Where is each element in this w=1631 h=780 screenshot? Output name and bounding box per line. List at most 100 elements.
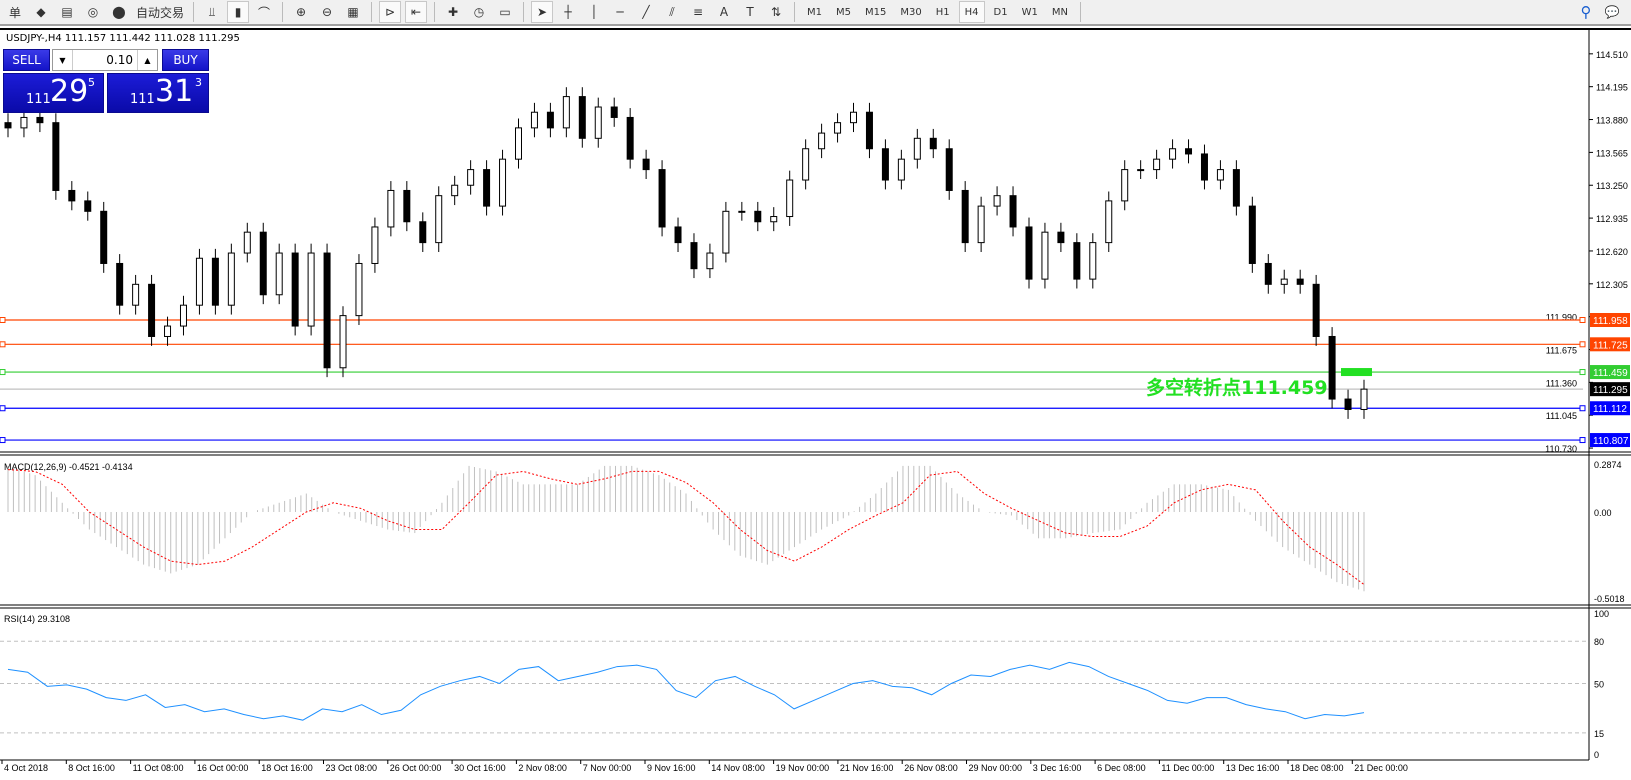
candle-body <box>84 200 92 212</box>
candle-body <box>36 116 44 124</box>
timeframe-h4[interactable]: H4 <box>958 1 985 23</box>
timeframe-d1[interactable]: D1 <box>993 6 1008 18</box>
auto-trading-icon[interactable]: ⬤ <box>112 5 126 19</box>
price-tick-label: 111.990 <box>1546 313 1577 323</box>
time-tick-label: 30 Oct 16:00 <box>454 763 506 773</box>
candle-body <box>722 210 730 254</box>
candle-body <box>961 189 969 244</box>
level-price-tag <box>1590 382 1630 397</box>
candle-body <box>451 184 459 197</box>
arrows-icon[interactable]: ⇅ <box>770 5 782 19</box>
lot-increase-button[interactable]: ▲ <box>137 50 157 70</box>
buy-button[interactable]: BUY <box>162 49 209 71</box>
candle-body <box>610 106 618 118</box>
chat-icon[interactable]: 💬 <box>1604 5 1620 19</box>
lot-size-value[interactable]: 0.10 <box>106 53 133 67</box>
signal-icon[interactable]: ◎ <box>87 5 99 19</box>
sell-button[interactable]: SELL <box>3 49 50 71</box>
navigator-icon[interactable]: ▤ <box>61 5 73 19</box>
candle-body <box>1328 335 1336 400</box>
periods-icon[interactable]: ◷ <box>473 5 485 19</box>
price-tick-label: 112.305 <box>1596 280 1628 290</box>
crosshair-icon[interactable]: ┼ <box>564 5 572 19</box>
timeframe-m30[interactable]: M30 <box>900 6 922 18</box>
equidistant-channel-icon[interactable]: ⫽ <box>669 4 675 19</box>
time-tick-label: 14 Nov 08:00 <box>711 763 765 773</box>
level-price-tag <box>1590 433 1630 448</box>
price-tick-label: 110.730 <box>1545 444 1577 454</box>
text-icon[interactable]: A <box>719 5 729 19</box>
candle-body <box>1169 148 1177 160</box>
new-order-icon[interactable]: 单 <box>8 5 21 20</box>
indicators-icon[interactable]: ✚ <box>447 5 459 19</box>
candle-body <box>371 226 379 264</box>
price-tick-label: 113.880 <box>1596 116 1628 126</box>
candle-body <box>1360 388 1368 410</box>
chart-canvas[interactable]: 114.510 114.195 113.880 113.565 113.250 112.9… <box>0 30 1631 777</box>
chart-shift-icon[interactable]: ⇤ <box>405 1 428 23</box>
timeframe-w1[interactable]: W1 <box>1021 6 1038 18</box>
time-tick-label: 21 Nov 16:00 <box>840 763 894 773</box>
timeframe-mn[interactable]: MN <box>1051 6 1068 18</box>
timeframe-m15[interactable]: M15 <box>865 6 887 18</box>
tile-windows-icon[interactable]: ▦ <box>347 5 359 19</box>
line-chart-icon[interactable]: ⌒ <box>258 5 271 20</box>
timeframe-h1[interactable]: H1 <box>935 6 950 18</box>
timeframe-m1[interactable]: M1 <box>807 6 823 18</box>
fibonacci-icon[interactable]: ≡ <box>692 5 704 19</box>
level-handle <box>1579 369 1586 376</box>
search-icon[interactable]: ⚲ <box>1580 3 1592 21</box>
candle-body <box>1105 200 1113 244</box>
candle-body <box>690 242 698 270</box>
chart-window[interactable]: 114.510 114.195 113.880 113.565 113.250 112.9… <box>0 28 1631 775</box>
candle-body <box>1137 169 1145 172</box>
level-price-label: 111.112 <box>1593 404 1627 415</box>
bar-chart-icon[interactable]: ⫫ <box>208 4 216 19</box>
candle-body <box>243 231 251 254</box>
horizontal-line-icon[interactable]: ─ <box>616 5 624 19</box>
text-label-icon[interactable]: T <box>746 5 754 19</box>
pivot-marker <box>1341 368 1372 377</box>
candle-body <box>179 304 187 327</box>
lot-size-field[interactable]: ▼ 0.10 ▲ <box>52 49 158 71</box>
candle-body <box>227 252 235 306</box>
toolbar-divider <box>371 2 373 22</box>
vertical-line-icon[interactable]: │ <box>590 5 598 19</box>
candle-body <box>530 111 538 129</box>
templates-icon[interactable]: ▭ <box>499 5 511 19</box>
candle-body <box>786 179 794 218</box>
cursor-icon[interactable]: ➤ <box>531 1 554 23</box>
lot-decrease-button[interactable]: ▼ <box>53 50 73 70</box>
time-tick-label: 13 Dec 16:00 <box>1226 763 1280 773</box>
one-click-trading-panel: SELL ▼ 0.10 ▲ BUY 111 29 5 111 31 3 <box>3 49 213 113</box>
zoom-out-icon[interactable]: ⊖ <box>321 5 333 19</box>
candle-body <box>483 169 491 207</box>
candle-body <box>323 252 331 369</box>
toolbar-divider <box>794 2 796 22</box>
sell-price-box[interactable]: 111 29 5 <box>3 73 104 113</box>
candle-body <box>913 137 921 160</box>
time-tick-label: 26 Oct 00:00 <box>390 763 442 773</box>
price-tick-label: 111.360 <box>1546 378 1577 388</box>
auto-scroll-icon[interactable]: ⊳ <box>379 1 402 23</box>
pivot-annotation: 多空转折点111.459 <box>1146 377 1328 399</box>
candlestick-icon[interactable]: ▮ <box>227 1 250 23</box>
toolbar-divider <box>193 2 195 22</box>
time-tick-label: 29 Nov 00:00 <box>969 763 1023 773</box>
zoom-in-icon[interactable]: ⊕ <box>295 5 307 19</box>
buy-price-box[interactable]: 111 31 3 <box>107 73 209 113</box>
candle-body <box>164 325 172 337</box>
candle-body <box>834 122 842 134</box>
level-price-label: 111.958 <box>1593 316 1628 327</box>
time-tick-label: 16 Oct 00:00 <box>197 763 249 773</box>
market-watch-icon[interactable]: ◆ <box>36 5 46 19</box>
trendline-icon[interactable]: ╱ <box>642 5 650 19</box>
auto-trading-button[interactable]: 自动交易 <box>136 5 185 20</box>
candle-body <box>148 283 156 337</box>
rsi-tick-label: 80 <box>1594 637 1604 647</box>
timeframe-m5[interactable]: M5 <box>836 6 852 18</box>
time-tick-label: 18 Dec 08:00 <box>1290 763 1344 773</box>
level-price-tag <box>1590 401 1630 416</box>
price-tick-label: 111.675 <box>1546 346 1577 356</box>
rsi-tick-label: 50 <box>1594 680 1604 690</box>
